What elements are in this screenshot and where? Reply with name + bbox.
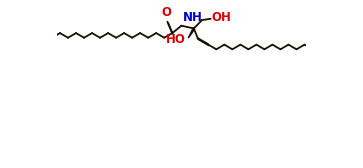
Text: HO: HO (166, 33, 186, 46)
Polygon shape (188, 28, 195, 38)
Text: O: O (162, 6, 171, 19)
Text: OH: OH (212, 11, 232, 24)
Text: NH: NH (182, 11, 202, 24)
